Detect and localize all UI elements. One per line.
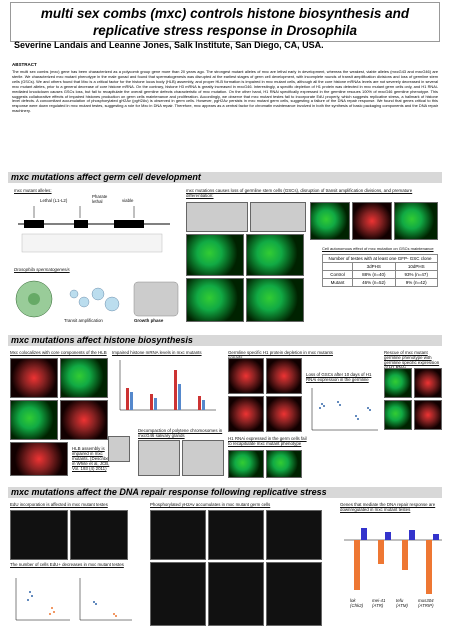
image [310,202,350,240]
table-row: Mutant 46% (n=52) 9% (n=42) [321,278,438,287]
caption: Growth phase [134,318,164,323]
image [182,440,224,476]
image [186,234,244,276]
section-title: mxc mutations affect germ cell developme… [8,172,442,183]
image [414,368,442,398]
cell [321,262,354,271]
spermatogenesis-diagram [15,280,179,318]
caption: mxc mutant alleles: [14,188,52,193]
cell: Mutant [321,278,354,287]
image [10,442,68,476]
image [384,400,412,430]
caption: Phosphorylated γH2Av accumulates in mxc … [150,502,271,507]
cell: 9% (n=42) [394,278,438,287]
gene-map [18,206,170,253]
image [186,202,248,232]
cell: 93% (n=47) [394,270,438,279]
image [250,202,306,232]
image [266,562,322,626]
image [228,450,264,478]
caption: Loss of GSCs after 10 days of H1 RNAi ex… [306,372,372,382]
image [138,440,180,476]
table-row: Control 88% (n=40) 93% (n=47) [321,270,438,279]
caption: Genes that mediate the DNA repair respon… [340,502,436,512]
image [208,510,264,560]
image [10,358,58,398]
title: multi sex combs (mxc) controls histone b… [10,2,440,42]
image [10,400,58,440]
abstract-text: The multi sex combs (mxc) gene has been … [12,69,438,114]
caption: Impaired histone mRNA levels in mxc muta… [112,350,202,355]
table-row: 3dPHS 10dPHS [321,262,438,271]
histone-chart-image [119,360,216,411]
gene-label: mei-41 (ATR) [372,598,386,608]
image [266,358,302,394]
caption: The number of cells EdU+ decreases in mx… [10,562,124,567]
caption: mxc mutations causes loss of germline st… [186,188,413,198]
image [10,510,68,560]
image [70,510,128,560]
image [352,202,392,240]
image [60,400,108,440]
caption: Pharate lethal [92,194,108,204]
caption: EdU incorporation is affected in mxc mut… [10,502,108,507]
table: Number of testes with at least one GFP- … [321,254,438,287]
image [186,278,244,322]
image [384,368,412,398]
gene-label: tefu (ATM) [396,598,408,608]
cell: 46% (n=52) [352,278,396,287]
section-title: mxc mutations affect the DNA repair resp… [8,487,442,498]
image [150,562,206,626]
image [60,358,108,398]
cell: 3dPHS [352,262,396,271]
table-title: Cell autonomous effect of mxc mutation o… [322,246,434,251]
caption: Transit amplification [64,318,103,323]
image [246,278,304,322]
gsc-plot-image [311,388,378,431]
table-row: Number of testes with at least one GFP- … [322,254,438,263]
abstract-heading: ABSTRACT [12,62,37,67]
caption: HLB assembly is impaired in mxc mutants.… [72,446,112,471]
cell: 88% (n=40) [352,270,396,279]
caption: Germline specific H1 protein depletion i… [228,350,333,360]
image [394,202,438,240]
caption: Lethal (L1-L2) [40,198,68,203]
cell: 10dPHS [394,262,438,271]
image [266,510,322,560]
image [414,400,442,430]
image [246,234,304,276]
section-title: mxc mutations affect histone biosynthesi… [8,335,442,346]
caption: Rescue of mxc mutant germline phenotype … [384,350,440,370]
image [150,510,206,560]
image [108,436,130,462]
gene-label: mus304 (ATRIP) [418,598,434,608]
authors: Severine Landais and Leanne Jones, Salk … [14,40,324,50]
caption: Mxc colocalizes with core components of … [10,350,107,355]
caption: viable [122,198,134,203]
image [228,396,264,432]
repair-chart-image [344,528,442,594]
caption: H1 RNAi expressed in the germ cells fail… [228,436,307,446]
caption: Drosophila spermatogenesis [14,267,70,272]
image [228,358,264,394]
table-caption: Number of testes with at least one GFP- … [322,254,438,263]
edu-plot-image [15,578,132,621]
cell: Control [321,270,354,279]
image [266,396,302,432]
caption: Decompaction of polytene chromosomes in … [138,428,223,438]
image [266,450,302,478]
gene-label: lok (Chk2) [350,598,364,608]
image [208,562,264,626]
